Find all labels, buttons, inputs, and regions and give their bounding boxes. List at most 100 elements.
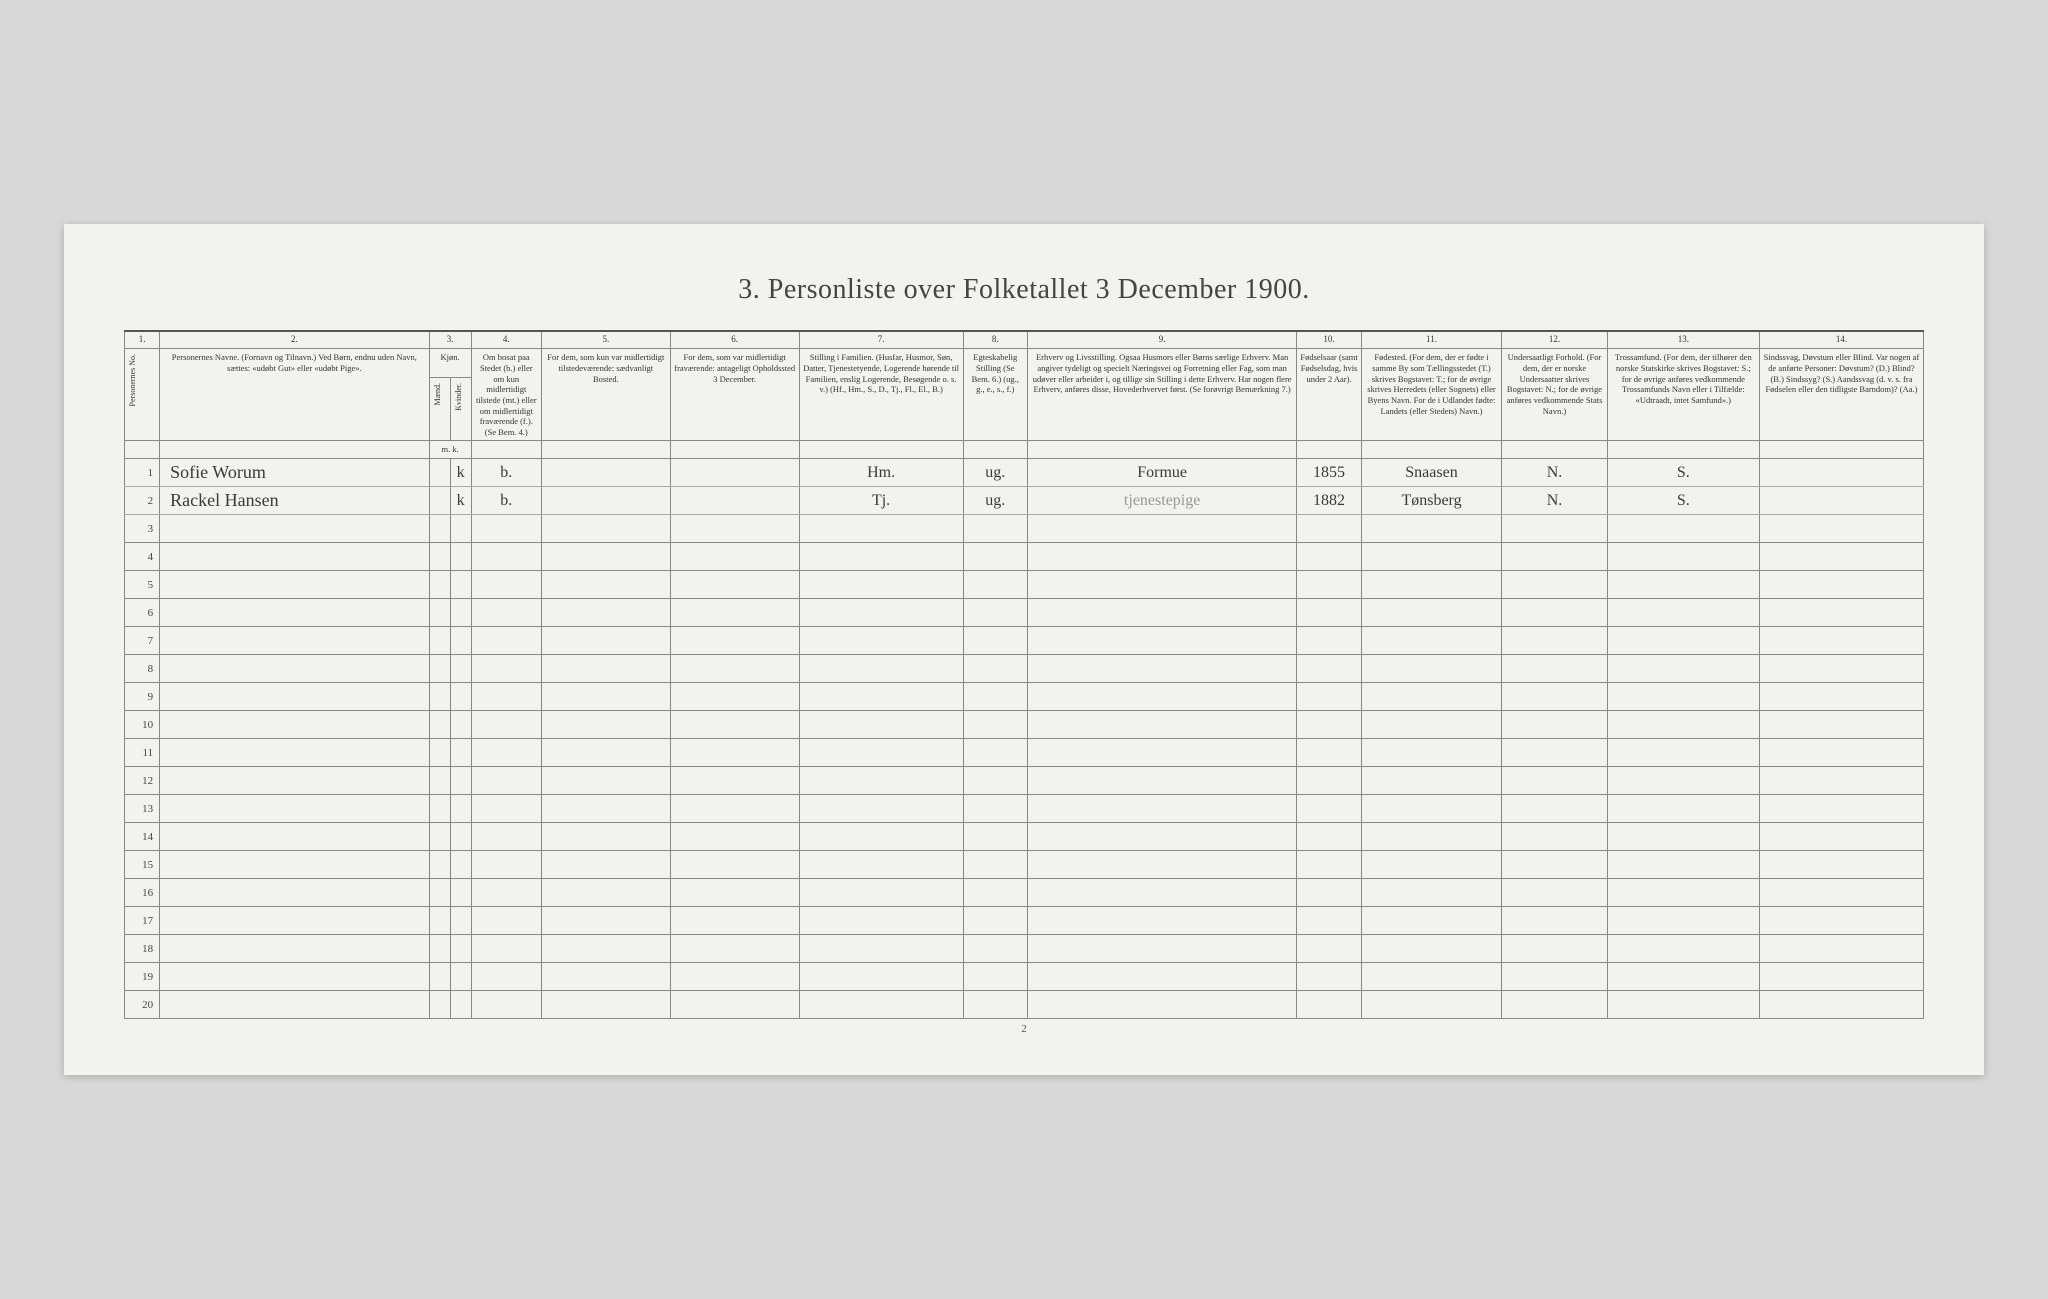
cell-birthplace: Tønsberg: [1361, 487, 1502, 515]
empty-cell: [1027, 655, 1296, 683]
empty-cell: [160, 935, 429, 963]
empty-cell: [963, 823, 1027, 851]
empty-cell: [429, 879, 450, 907]
empty-cell: [429, 963, 450, 991]
cell-nat: N.: [1502, 459, 1607, 487]
empty-cell: [1027, 851, 1296, 879]
census-table: 1. 2. 3. 4. 5. 6. 7. 8. 9. 10. 11. 12. 1…: [124, 330, 1924, 1019]
empty-cell: [1759, 879, 1923, 907]
empty-cell: [471, 655, 541, 683]
empty-cell: [799, 655, 963, 683]
empty-cell: [1759, 907, 1923, 935]
empty-cell: [450, 655, 471, 683]
empty-cell: [429, 907, 450, 935]
header-c14: Sindssvag, Døvstum eller Blind. Var noge…: [1759, 349, 1923, 441]
empty-cell: [160, 851, 429, 879]
empty-cell: [963, 515, 1027, 543]
empty-cell: [1607, 571, 1759, 599]
empty-cell: [1607, 739, 1759, 767]
cell-birthplace: Snaasen: [1361, 459, 1502, 487]
table-row: 18: [125, 935, 1924, 963]
empty-cell: [963, 907, 1027, 935]
table-row: 2Rackel Hansenkb.Tj.ug.tjenestepige1882T…: [125, 487, 1924, 515]
empty-cell: [1361, 655, 1502, 683]
empty-cell: [429, 515, 450, 543]
cell-civ: ug.: [963, 487, 1027, 515]
empty-cell: [429, 571, 450, 599]
empty-cell: [471, 739, 541, 767]
empty-cell: [1361, 627, 1502, 655]
row-number: 19: [125, 963, 160, 991]
empty-cell: [1502, 599, 1607, 627]
empty-cell: [963, 767, 1027, 795]
table-row: 8: [125, 655, 1924, 683]
empty-cell: [1027, 767, 1296, 795]
empty-cell: [450, 851, 471, 879]
empty-cell: [541, 935, 670, 963]
cell-c14: [1759, 487, 1923, 515]
empty-cell: [450, 683, 471, 711]
empty-cell: [160, 767, 429, 795]
colnum: 14.: [1759, 331, 1923, 349]
empty-cell: [963, 795, 1027, 823]
empty-cell: [1759, 515, 1923, 543]
page-number: 2: [124, 1023, 1924, 1035]
header-c11: Fødested. (For dem, der er fødte i samme…: [1361, 349, 1502, 441]
empty-cell: [1502, 879, 1607, 907]
cell-nat: N.: [1502, 487, 1607, 515]
row-number: 15: [125, 851, 160, 879]
table-row: 6: [125, 599, 1924, 627]
empty-cell: [1502, 851, 1607, 879]
empty-cell: [471, 795, 541, 823]
cell-c6: [670, 459, 799, 487]
empty-cell: [1759, 683, 1923, 711]
row-number: 10: [125, 711, 160, 739]
row-number: 12: [125, 767, 160, 795]
empty-cell: [1607, 907, 1759, 935]
empty-cell: [670, 655, 799, 683]
empty-cell: [429, 683, 450, 711]
empty-cell: [541, 879, 670, 907]
empty-cell: [541, 823, 670, 851]
empty-cell: [670, 991, 799, 1019]
table-header: 1. 2. 3. 4. 5. 6. 7. 8. 9. 10. 11. 12. 1…: [125, 331, 1924, 459]
empty-cell: [1027, 515, 1296, 543]
empty-cell: [471, 991, 541, 1019]
empty-cell: [429, 655, 450, 683]
cell-name: Rackel Hansen: [160, 487, 429, 515]
cell-year: 1855: [1297, 459, 1361, 487]
empty-cell: [1297, 543, 1361, 571]
empty-cell: [541, 571, 670, 599]
empty-cell: [1027, 795, 1296, 823]
colnum: 11.: [1361, 331, 1502, 349]
empty-cell: [1297, 963, 1361, 991]
empty-cell: [799, 823, 963, 851]
empty-cell: [1361, 739, 1502, 767]
table-row: 16: [125, 879, 1924, 907]
empty-cell: [450, 627, 471, 655]
empty-cell: [1607, 935, 1759, 963]
row-number: 17: [125, 907, 160, 935]
empty-cell: [799, 543, 963, 571]
empty-cell: [450, 823, 471, 851]
empty-cell: [471, 515, 541, 543]
empty-cell: [541, 767, 670, 795]
cell-m: [429, 487, 450, 515]
empty-cell: [1361, 851, 1502, 879]
empty-cell: [670, 767, 799, 795]
table-row: 20: [125, 991, 1924, 1019]
cell-k: k: [450, 459, 471, 487]
empty-cell: [541, 963, 670, 991]
row-number: 20: [125, 991, 160, 1019]
empty-cell: [1759, 935, 1923, 963]
empty-cell: [1297, 851, 1361, 879]
empty-cell: [1607, 711, 1759, 739]
empty-cell: [471, 907, 541, 935]
empty-cell: [429, 739, 450, 767]
empty-cell: [1361, 571, 1502, 599]
empty-cell: [670, 823, 799, 851]
cell-res: b.: [471, 459, 541, 487]
empty-cell: [670, 515, 799, 543]
empty-cell: [471, 543, 541, 571]
row-number: 1: [125, 459, 160, 487]
